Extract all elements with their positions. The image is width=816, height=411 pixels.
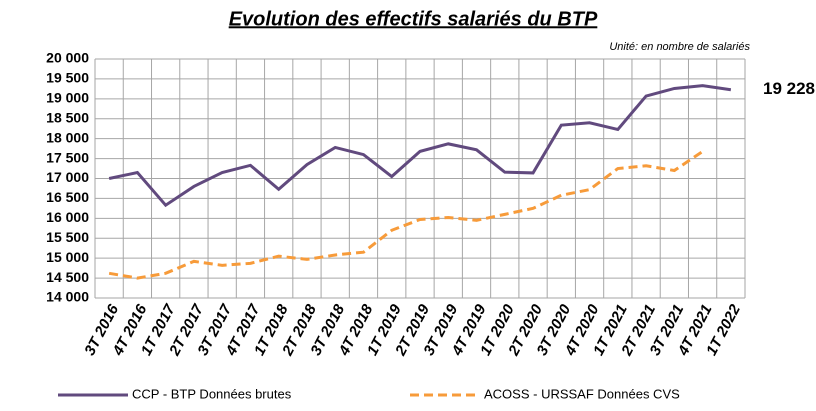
y-tick-label: 15 000 (46, 249, 89, 265)
series-line (108, 84, 732, 208)
legend-label: CCP - BTP Données brutes (132, 386, 292, 401)
chart-subtitle: Unité: en nombre de salariés (609, 41, 750, 53)
legend-label: ACOSS - URSSAF Données CVS (484, 386, 680, 401)
y-tick-label: 16 000 (46, 209, 89, 225)
y-tick-label: 14 500 (46, 269, 89, 285)
y-tick-label: 18 000 (46, 129, 89, 145)
y-tick-label: 19 500 (46, 70, 89, 86)
y-tick-label: 20 000 (46, 50, 89, 66)
y-tick-label: 19 000 (46, 90, 89, 106)
data-label: 19 228 (763, 79, 815, 98)
y-tick-label: 17 500 (46, 149, 89, 165)
y-tick-label: 14 000 (46, 289, 89, 305)
chart-title: Evolution des effectifs salariés du BTP (229, 8, 598, 30)
series-line (108, 150, 704, 280)
y-tick-label: 15 500 (46, 229, 89, 245)
y-tick-label: 16 500 (46, 189, 89, 205)
y-tick-label: 18 500 (46, 109, 89, 125)
y-tick-label: 17 000 (46, 169, 89, 185)
